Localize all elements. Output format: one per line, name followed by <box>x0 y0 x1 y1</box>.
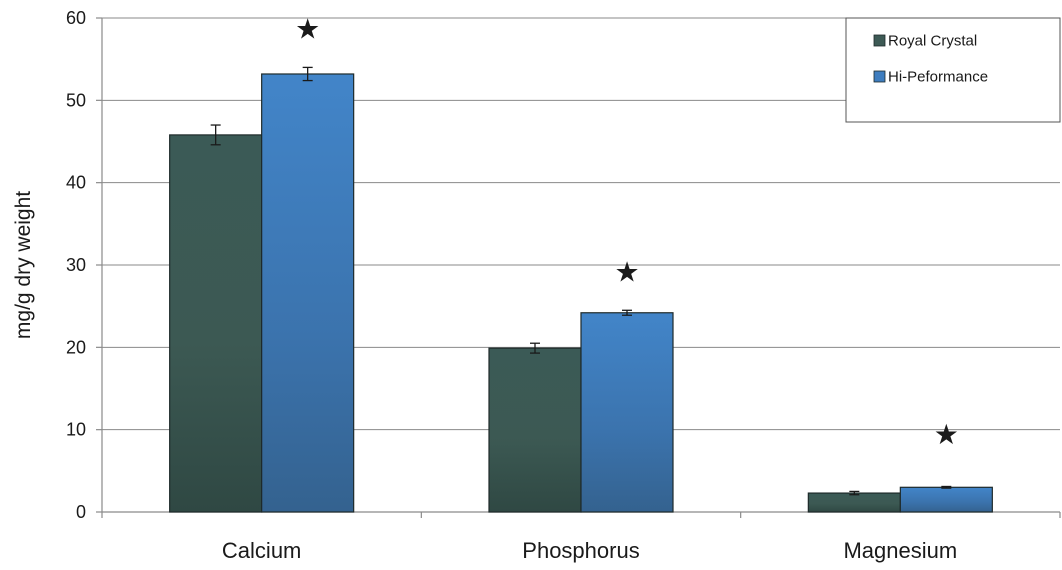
y-tick-label-40: 40 <box>66 173 86 193</box>
significance-star-magnesium: ★ <box>934 418 959 451</box>
bars <box>169 66 993 513</box>
legend-label-hi-peformance: Hi-Peformance <box>888 69 988 86</box>
bar-royal-crystal-phosphorus <box>488 347 582 513</box>
y-tick-label-50: 50 <box>66 90 86 110</box>
x-tick-label-phosphorus: Phosphorus <box>522 538 639 563</box>
y-tick-label-30: 30 <box>66 255 86 275</box>
y-tick-label-10: 10 <box>66 420 86 440</box>
bar-hi-peformance-calcium <box>261 73 355 513</box>
labels: 0 10 20 30 40 50 60 Calcium Phosphorus Magnesium ★… <box>12 8 959 563</box>
legend-label-royal-crystal: Royal Crystal <box>888 33 977 50</box>
bar-hi-peformance-magnesium <box>899 486 993 513</box>
bar-hi-peformance-phosphorus <box>580 312 674 513</box>
legend-swatch-hi-peformance <box>873 70 886 83</box>
y-axis-title: mg/g dry weight <box>12 191 35 339</box>
legend-swatch-royal-crystal <box>873 34 886 47</box>
significance-star-phosphorus: ★ <box>614 256 639 289</box>
bar-royal-crystal-magnesium <box>807 492 901 513</box>
bar-royal-crystal-calcium <box>169 134 263 513</box>
x-tick-label-magnesium: Magnesium <box>843 538 957 563</box>
legend: Royal Crystal Hi-Peformance <box>845 17 1061 123</box>
x-tick-label-calcium: Calcium <box>222 538 301 563</box>
y-tick-label-0: 0 <box>76 502 86 522</box>
y-tick-label-20: 20 <box>66 337 86 357</box>
y-tick-label-60: 60 <box>66 8 86 28</box>
significance-star-calcium: ★ <box>295 13 320 46</box>
